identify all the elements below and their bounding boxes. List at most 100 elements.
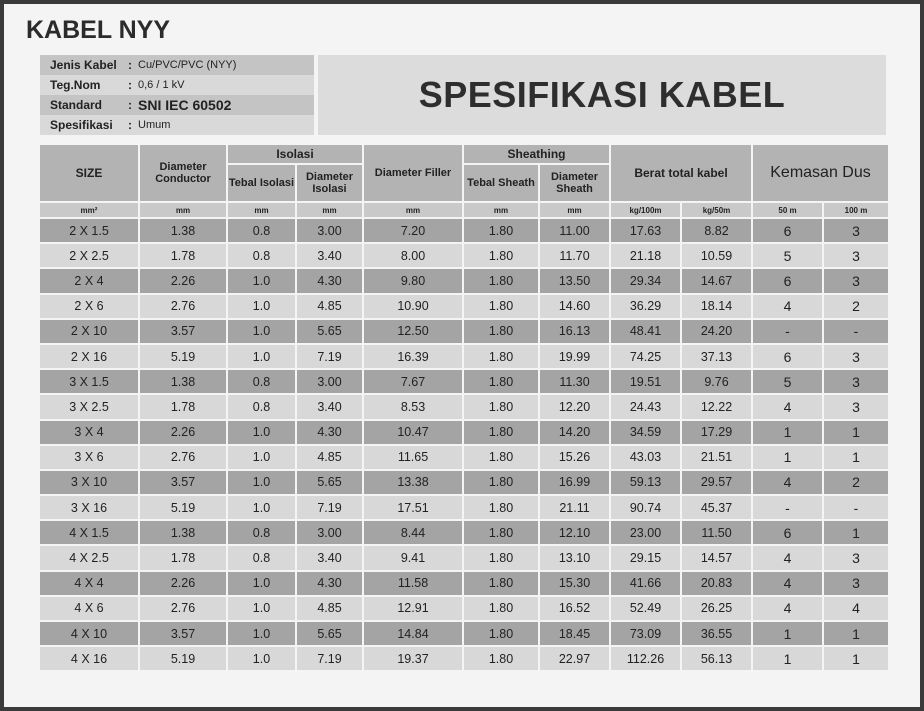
table-cell: 6 xyxy=(753,344,822,369)
table-cell: 14.20 xyxy=(540,420,609,444)
table-cell: 3.57 xyxy=(140,622,226,646)
table-cell: 2.26 xyxy=(140,420,226,444)
table-cell: 4 xyxy=(824,596,888,620)
info-separator: : xyxy=(128,78,132,92)
table-cell: 1 xyxy=(753,420,822,444)
table-cell: 26.25 xyxy=(682,596,751,620)
table-cell: 1 xyxy=(824,521,888,545)
unit-cell: 100 m xyxy=(824,203,888,217)
table-cell: 3 X 16 xyxy=(40,496,138,520)
table-cell: 4.30 xyxy=(297,269,362,293)
table-cell: 2 X 4 xyxy=(40,269,138,293)
table-cell: 1.38 xyxy=(140,219,226,243)
table-cell: 14.67 xyxy=(682,269,751,293)
table-cell: - xyxy=(824,496,888,520)
table-cell: 4 xyxy=(753,470,822,495)
table-cell: 15.26 xyxy=(540,445,609,469)
table-cell: 1 xyxy=(824,445,888,469)
banner: SPESIFIKASI KABEL xyxy=(318,55,886,135)
table-row: 4 X 16 5.19 1.0 7.19 19.37 1.80 22.97 112.26 56.… xyxy=(40,647,888,671)
table-row: 3 X 6 2.76 1.0 4.85 11.65 1.80 15.26 43.03 21.51… xyxy=(40,445,888,469)
table-cell: 1 xyxy=(824,647,888,671)
table-cell: 29.15 xyxy=(611,546,680,570)
table-cell: 21.51 xyxy=(682,445,751,469)
table-cell: 4 X 1.5 xyxy=(40,521,138,545)
table-cell: 3.40 xyxy=(297,546,362,570)
table-cell: 0.8 xyxy=(228,521,295,545)
table-cell: 52.49 xyxy=(611,596,680,620)
table-cell: 37.13 xyxy=(682,344,751,369)
unit-cell: mm xyxy=(297,203,362,217)
table-cell: 56.13 xyxy=(682,647,751,671)
table-cell: 4 xyxy=(753,395,822,419)
table-cell: 4 X 6 xyxy=(40,596,138,620)
table-cell: 6 xyxy=(753,219,822,243)
table-cell: 6 xyxy=(753,269,822,293)
table-cell: 8.44 xyxy=(364,521,462,545)
table-cell: 11.70 xyxy=(540,244,609,268)
table-row: 2 X 4 2.26 1.0 4.30 9.80 1.80 13.50 29.34 14.67 6… xyxy=(40,269,888,293)
table-cell: 1.0 xyxy=(228,596,295,620)
table-cell: - xyxy=(824,319,888,343)
table-cell: 11.00 xyxy=(540,219,609,243)
table-cell: 2.76 xyxy=(140,445,226,469)
table-cell: 2.26 xyxy=(140,571,226,595)
table-cell: 1.78 xyxy=(140,546,226,570)
table-cell: 1.0 xyxy=(228,571,295,595)
table-cell: 0.8 xyxy=(228,244,295,268)
table-cell: 1.80 xyxy=(464,395,538,419)
table-cell: 5.65 xyxy=(297,319,362,343)
table-cell: 3 xyxy=(824,395,888,419)
table-cell: 18.14 xyxy=(682,294,751,318)
info-value: Cu/PVC/PVC (NYY) xyxy=(138,59,237,71)
table-cell: 41.66 xyxy=(611,571,680,595)
table-cell: 1.0 xyxy=(228,647,295,671)
table-cell: - xyxy=(753,496,822,520)
table-cell: 16.52 xyxy=(540,596,609,620)
table-cell: 3.57 xyxy=(140,470,226,495)
table-row: 2 X 6 2.76 1.0 4.85 10.90 1.80 14.60 36.29 18.14… xyxy=(40,294,888,318)
table-cell: 1 xyxy=(753,647,822,671)
table-cell: 2 X 2.5 xyxy=(40,244,138,268)
table-cell: 1.0 xyxy=(228,294,295,318)
table-cell: 12.10 xyxy=(540,521,609,545)
header-cell: Sheathing xyxy=(464,145,609,163)
table-row: 4 X 2.5 1.78 0.8 3.40 9.41 1.80 13.10 29.15 14.5… xyxy=(40,546,888,570)
table-cell: 3.00 xyxy=(297,521,362,545)
unit-cell: mm xyxy=(364,203,462,217)
table-cell: 20.83 xyxy=(682,571,751,595)
table-cell: 3.00 xyxy=(297,219,362,243)
table-row: 3 X 4 2.26 1.0 4.30 10.47 1.80 14.20 34.59 17.29… xyxy=(40,420,888,444)
header-cell: Diameter Isolasi xyxy=(297,165,362,201)
table-cell: 7.20 xyxy=(364,219,462,243)
spec-table: SIZE Diameter Conductor Isolasi Diameter… xyxy=(38,143,890,672)
table-cell: 9.41 xyxy=(364,546,462,570)
table-cell: 2 X 1.5 xyxy=(40,219,138,243)
table-row: 2 X 16 5.19 1.0 7.19 16.39 1.80 19.99 74.25 37.1… xyxy=(40,344,888,369)
table-row: 4 X 6 2.76 1.0 4.85 12.91 1.80 16.52 52.49 26.25… xyxy=(40,596,888,620)
table-cell: 1.0 xyxy=(228,420,295,444)
table-cell: 1.0 xyxy=(228,344,295,369)
table-cell: 12.50 xyxy=(364,319,462,343)
table-cell: 43.03 xyxy=(611,445,680,469)
info-label: Jenis Kabel xyxy=(50,58,117,72)
table-cell: 1.0 xyxy=(228,319,295,343)
table-row: 2 X 10 3.57 1.0 5.65 12.50 1.80 16.13 48.41 24.2… xyxy=(40,319,888,343)
table-cell: 90.74 xyxy=(611,496,680,520)
table-cell: 1.80 xyxy=(464,370,538,394)
info-box: Jenis Kabel: Cu/PVC/PVC (NYY) Teg.Nom:0,6 … xyxy=(40,55,314,135)
table-cell: 1.80 xyxy=(464,521,538,545)
table-cell: 4 X 10 xyxy=(40,622,138,646)
table-cell: 15.30 xyxy=(540,571,609,595)
info-label: Standard xyxy=(50,98,103,112)
table-cell: 73.09 xyxy=(611,622,680,646)
table-cell: 7.19 xyxy=(297,647,362,671)
table-cell: 14.60 xyxy=(540,294,609,318)
table-cell: 1 xyxy=(753,622,822,646)
table-cell: 5 xyxy=(753,244,822,268)
header-cell: Kemasan Dus xyxy=(753,145,888,201)
table-cell: 13.38 xyxy=(364,470,462,495)
info-row: Jenis Kabel: Cu/PVC/PVC (NYY) xyxy=(40,55,314,75)
info-value: SNI IEC 60502 xyxy=(138,97,232,113)
